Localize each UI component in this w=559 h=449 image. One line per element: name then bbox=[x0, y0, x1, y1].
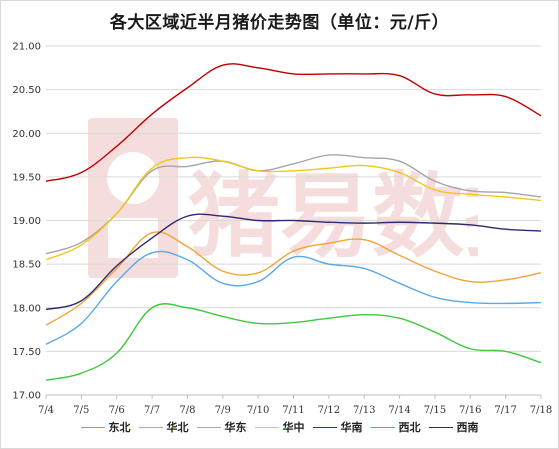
x-tick-label: 7/7 bbox=[144, 405, 160, 416]
y-tick-label: 17.00 bbox=[12, 391, 41, 402]
series-line-5 bbox=[45, 63, 542, 182]
y-tick-label: 17.50 bbox=[12, 347, 41, 358]
watermark-text: 猪易数据 bbox=[188, 163, 478, 270]
x-tick-label: 7/4 bbox=[38, 405, 54, 416]
legend-label: 东北 bbox=[108, 421, 131, 434]
y-tick-label: 20.50 bbox=[12, 85, 41, 96]
legend-item: 华北 bbox=[138, 419, 189, 435]
y-tick-label: 19.50 bbox=[12, 172, 41, 183]
x-tick-label: 7/18 bbox=[530, 405, 552, 416]
legend-swatch bbox=[370, 426, 395, 428]
legend-item: 华东 bbox=[196, 419, 247, 435]
x-tick-label: 7/17 bbox=[494, 405, 516, 416]
legend-label: 西北 bbox=[398, 421, 421, 434]
y-tick-label: 21.00 bbox=[12, 42, 41, 53]
axis-layer bbox=[45, 394, 542, 399]
y-tick-label: 19.00 bbox=[12, 216, 41, 227]
x-tick-label: 7/12 bbox=[318, 405, 340, 416]
y-tick-label: 20.00 bbox=[12, 129, 41, 140]
x-tick-label: 7/8 bbox=[179, 405, 195, 416]
x-tick-label: 7/15 bbox=[424, 405, 446, 416]
x-tick-labels: 7/4 7/5 7/6 7/7 7/8 7/9 7/10 7/11 7/12 7/13 7/14 7/… bbox=[38, 405, 552, 416]
legend: 东北 华北 华东 华中 华南 西北 西南 bbox=[0, 419, 559, 435]
y-tick-label: 18.50 bbox=[12, 260, 41, 271]
legend-swatch bbox=[428, 426, 453, 428]
legend-swatch bbox=[80, 426, 105, 428]
x-tick-label: 7/6 bbox=[109, 405, 125, 416]
legend-swatch bbox=[312, 426, 337, 428]
x-tick-label: 7/9 bbox=[215, 405, 231, 416]
y-tick-label: 18.00 bbox=[12, 303, 41, 314]
legend-label: 华北 bbox=[166, 421, 189, 434]
x-tick-label: 7/13 bbox=[353, 405, 375, 416]
series-line-3 bbox=[45, 154, 542, 255]
series-layer bbox=[45, 63, 542, 381]
legend-item: 西北 bbox=[370, 419, 421, 435]
x-tick-label: 7/5 bbox=[73, 405, 89, 416]
chart-title: 各大区域近半月猪价走势图（单位：元/斤） bbox=[109, 13, 450, 33]
legend-item: 华南 bbox=[312, 419, 363, 435]
legend-label: 华中 bbox=[282, 421, 305, 434]
legend-item: 华中 bbox=[254, 419, 305, 435]
y-tick-labels: 17.00 17.50 18.00 18.50 19.00 19.50 20.00 20.50… bbox=[12, 42, 41, 402]
legend-swatch bbox=[196, 426, 221, 428]
x-tick-label: 7/10 bbox=[247, 405, 269, 416]
series-line-1 bbox=[45, 250, 542, 346]
legend-item: 东北 bbox=[80, 419, 131, 435]
x-tick-label: 7/14 bbox=[388, 405, 410, 416]
series-line-7 bbox=[45, 213, 542, 311]
x-tick-label: 7/16 bbox=[459, 405, 481, 416]
series-line-4 bbox=[45, 156, 542, 261]
legend-label: 华南 bbox=[340, 421, 363, 434]
legend-swatch bbox=[254, 426, 279, 428]
series-line-6 bbox=[45, 303, 542, 381]
legend-label: 西南 bbox=[456, 421, 479, 434]
legend-item: 西南 bbox=[428, 419, 479, 435]
x-tick-label: 7/11 bbox=[282, 405, 304, 416]
legend-swatch bbox=[138, 426, 163, 428]
legend-label: 华东 bbox=[224, 421, 247, 434]
watermark-logo: 猪易数据 bbox=[88, 118, 478, 278]
